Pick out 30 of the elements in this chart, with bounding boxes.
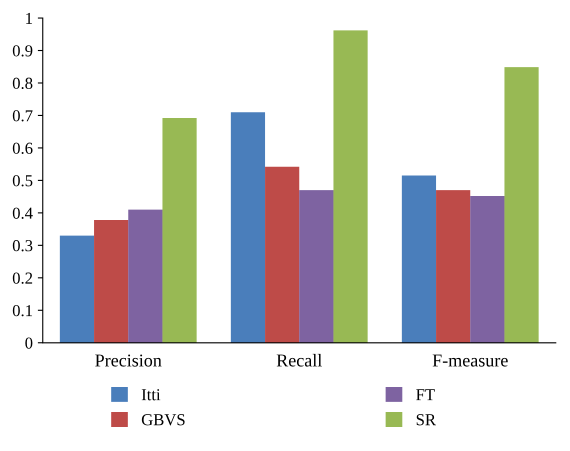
bar (402, 176, 436, 343)
y-tick-label: 0.5 (12, 175, 32, 186)
legend-label: FT (416, 389, 435, 400)
legend-label: SR (416, 414, 436, 426)
bar (162, 118, 197, 343)
bar (60, 236, 94, 343)
bar (94, 220, 128, 343)
y-tick-label: 0.7 (12, 110, 33, 122)
y-tick-label: 0.2 (12, 272, 32, 284)
y-tick-label: 0.6 (12, 142, 33, 154)
x-tick-label: Recall (276, 354, 322, 367)
y-tick-label: 0 (25, 337, 32, 349)
x-tick-label: F-measure (432, 354, 508, 367)
x-tick-label: Precision (95, 354, 162, 367)
bar (470, 196, 504, 343)
legend-label: GBVS (142, 414, 185, 426)
legend-label: Itti (142, 389, 160, 400)
y-tick-label: 0.4 (12, 208, 33, 219)
bar (299, 190, 334, 343)
y-tick-label: 0.1 (12, 304, 32, 316)
y-tick-label: 0.9 (12, 45, 32, 57)
bar (333, 30, 368, 343)
bar (128, 210, 162, 343)
y-tick-label: 0.3 (12, 240, 32, 252)
bar (230, 112, 266, 343)
y-tick-label: 0.8 (12, 78, 32, 90)
bar (265, 166, 300, 343)
bar (436, 190, 470, 343)
y-tick-label: 1 (26, 12, 32, 24)
bar (504, 67, 539, 343)
